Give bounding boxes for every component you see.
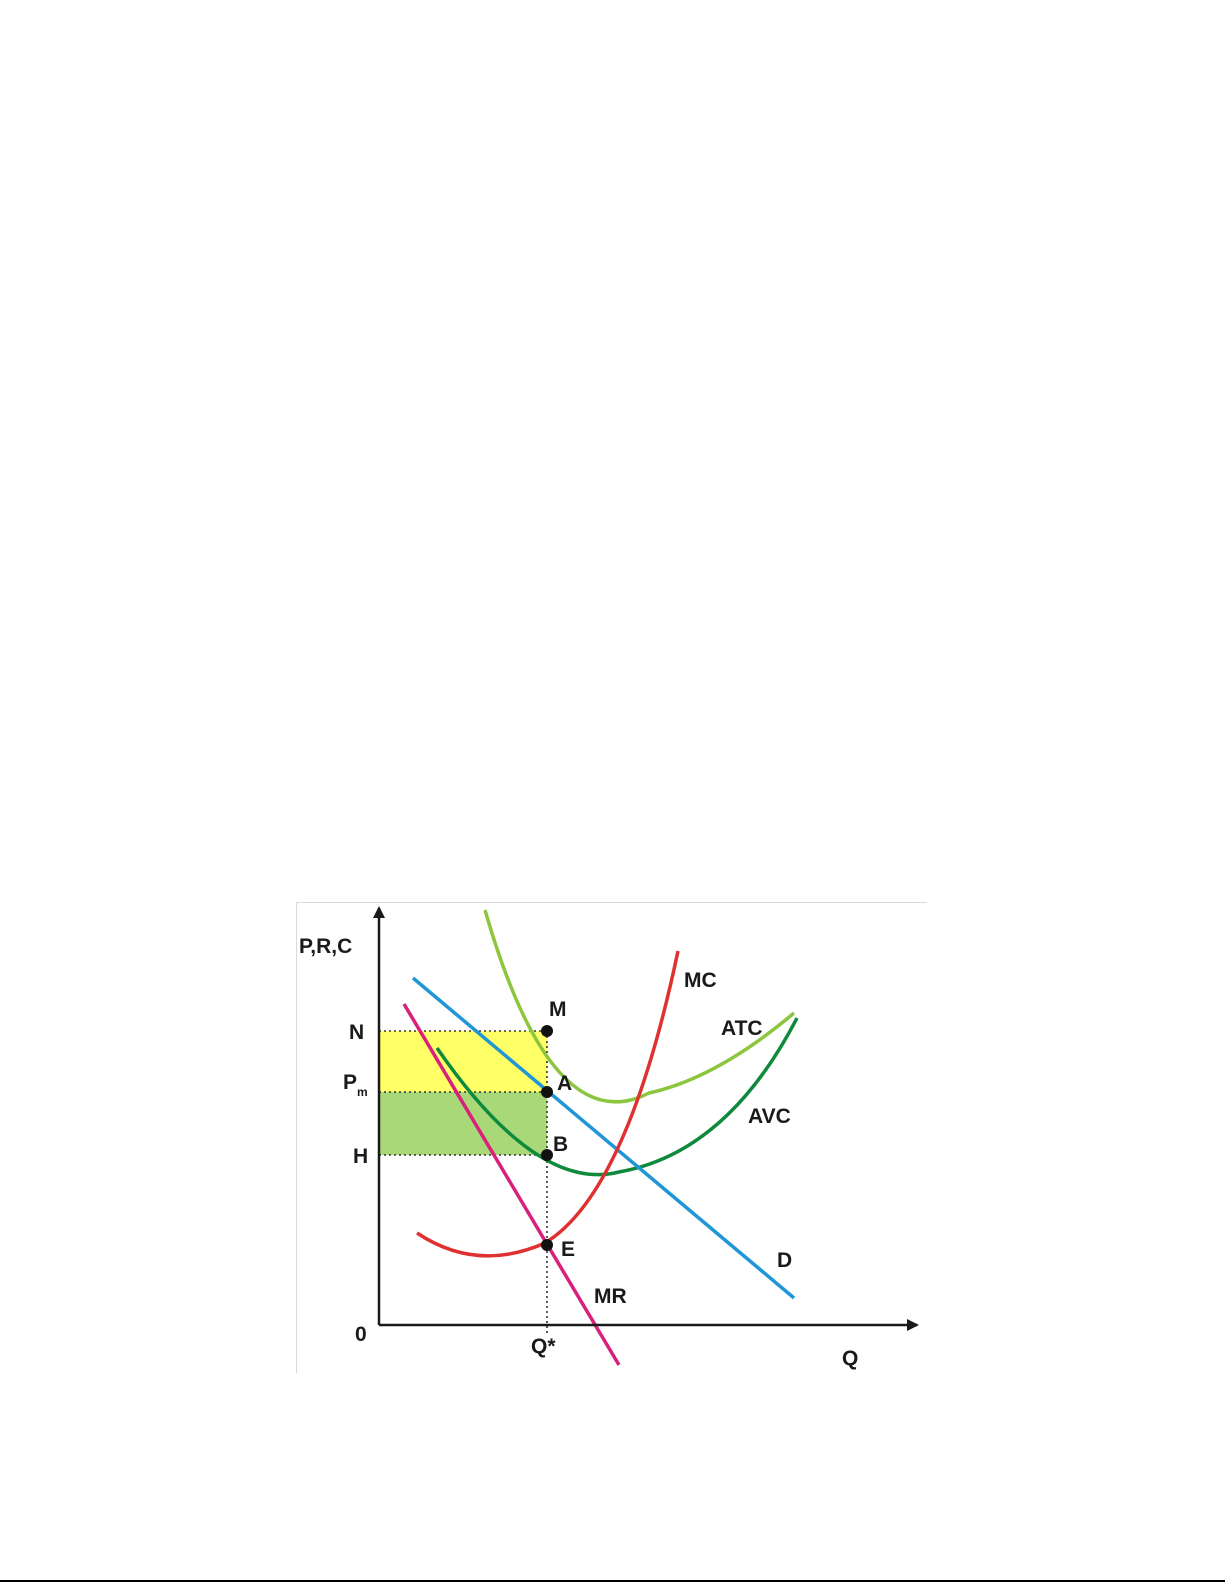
point-b-label: B (553, 1133, 568, 1156)
mc-label: MC (684, 969, 717, 992)
demand-label: D (777, 1249, 792, 1272)
demand-curve (411, 976, 796, 1300)
price-label-pm: Pm (343, 1071, 368, 1099)
points (541, 1025, 553, 1251)
price-label-pm-main: P (343, 1071, 357, 1094)
guide-lines (379, 1030, 548, 1333)
atc-label: ATC (721, 1017, 763, 1040)
point-a-dot (541, 1086, 553, 1098)
point-a-label: A (557, 1072, 572, 1095)
price-label-pm-sub: m (357, 1085, 368, 1099)
y-axis-label: P,R,C (299, 935, 352, 958)
avc-curve (435, 1017, 799, 1177)
point-b-dot (541, 1149, 553, 1161)
price-label-n: N (349, 1021, 364, 1044)
avc-label: AVC (748, 1105, 791, 1128)
mc-curve (416, 950, 680, 1258)
quantity-label-qstar: Q* (531, 1335, 556, 1358)
mr-curve (402, 1003, 621, 1366)
x-axis-label: Q (842, 1347, 858, 1370)
point-e-dot (541, 1239, 553, 1251)
point-m-dot (541, 1025, 553, 1037)
point-e-label: E (561, 1238, 575, 1261)
point-m-label: M (549, 998, 567, 1021)
page-bottom-rule (0, 1580, 1225, 1582)
origin-label: 0 (355, 1323, 367, 1346)
diagram-canvas: P,R,C Q 0 N Pm H Q* MC ATC AVC D MR M A … (299, 906, 919, 1370)
price-label-h: H (353, 1145, 368, 1168)
atc-curve (483, 909, 796, 1104)
mr-label: MR (594, 1285, 627, 1308)
economics-diagram: P,R,C Q 0 N Pm H Q* MC ATC AVC D MR M A … (296, 902, 927, 1373)
